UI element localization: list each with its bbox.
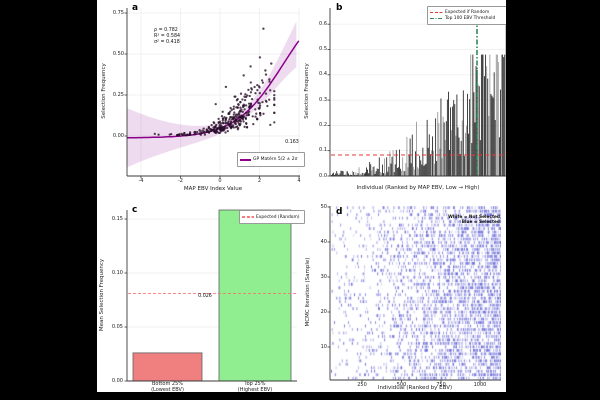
panel-c-legend: Expected (Random) <box>239 210 305 224</box>
tick-label: 0.0 <box>319 172 327 179</box>
panel-b-xlabel: Individual (Ranked by MAP EBV, Low → Hig… <box>356 185 480 191</box>
panel-c-letter: c <box>132 205 138 215</box>
panel-d-letter: d <box>336 207 343 217</box>
tick-label: 0.3 <box>319 96 327 103</box>
category-bottom25-line1: Bottom 25% <box>151 381 184 387</box>
panel-d-ylabel: MCMC Iteration (Sample) <box>305 257 311 327</box>
panel-b-legend: Expected if Random Top 100 EBV Threshold <box>427 6 506 25</box>
gp-line-swatch <box>240 158 251 161</box>
tick-label: 0.25 <box>112 91 124 98</box>
tick-label: 0.50 <box>112 50 124 57</box>
tick-label: 250 <box>357 382 367 388</box>
expected-random-pink-swatch <box>242 216 254 218</box>
tick-label: 0.00 <box>111 377 123 384</box>
panel-a-legend: GP Matérn 5/2 ± 2σ <box>237 152 305 167</box>
tick-label: 4 <box>297 178 301 184</box>
panel-c-ylabel: Mean Selection Frequency <box>99 258 105 332</box>
key-not-selected: White = Not Selected <box>448 215 500 220</box>
heatmap-canvas <box>331 206 501 380</box>
tick-label: 0.05 <box>111 323 123 330</box>
expected-random-line-swatch <box>430 11 443 13</box>
expected-random-c-label: Expected (Random) <box>256 214 300 220</box>
tick-label: 0.75 <box>112 9 124 16</box>
tick-label: 0 <box>218 178 222 184</box>
category-bottom25-line2: (Lowest EBV) <box>151 386 184 392</box>
top100-threshold-line-swatch <box>430 18 443 20</box>
gp-legend-label: GP Matérn 5/2 ± 2σ <box>253 157 298 162</box>
tick-label: 0.6 <box>319 20 327 27</box>
category-bottom25: Bottom 25% (Lowest EBV) <box>137 381 198 392</box>
tick-label: 500 <box>396 382 407 388</box>
tick-label: 0.10 <box>111 269 123 276</box>
top100-threshold-label: Top 100 EBV Threshold <box>445 16 496 22</box>
gp-fit-stats: ρ = 0.782 R² = 0.584 σ² = 0.418 <box>154 28 224 45</box>
plots-canvas <box>124 8 506 383</box>
tick-label: 0.00 <box>112 132 124 139</box>
tick-label: 0.1 <box>319 147 327 154</box>
figure-area: a b c d Selection Frequency Selection Fr… <box>97 0 506 392</box>
key-selected: Blue = Selected <box>461 220 500 225</box>
tick-label: 40 <box>320 238 327 245</box>
tick-label: -2 <box>178 178 183 184</box>
tick-label: 1000 <box>473 382 487 388</box>
panel-c-value-annotation: 0.026 <box>198 294 212 299</box>
category-top25: Top 25% (Highest EBV) <box>224 381 286 392</box>
panel-b-letter: b <box>336 3 343 13</box>
tick-label: 10 <box>320 343 327 350</box>
tick-label: 2 <box>257 178 262 184</box>
panel-b-ylabel: Selection Frequency <box>304 63 310 119</box>
category-top25-line2: (Highest EBV) <box>237 386 273 392</box>
panel-a-letter: a <box>132 3 139 13</box>
tick-label: -4 <box>138 178 144 184</box>
panel-a-ylabel: Selection Frequency <box>101 63 107 119</box>
stat-rho: ρ = 0.782 <box>154 28 178 33</box>
panel-d-color-key: White = Not Selected Blue = Selected <box>400 215 500 225</box>
panel-a-xlabel: MAP EBV Index Value <box>183 186 243 192</box>
stat-r2: R² = 0.584 <box>154 33 181 39</box>
stat-sigma2: σ² = 0.418 <box>154 39 180 45</box>
tick-label: 50 <box>320 203 327 210</box>
tick-label: 30 <box>320 273 327 280</box>
expected-random-label: Expected if Random <box>445 9 490 15</box>
tick-label: 0.4 <box>319 71 327 78</box>
panel-d-xlabel: Individual (Ranked by EBV) <box>377 385 453 391</box>
tick-label: 750 <box>436 382 446 388</box>
tick-label: 20 <box>320 308 327 315</box>
tick-label: 0.2 <box>319 121 327 128</box>
panel-a-value-annotation: 0.163 <box>285 140 299 145</box>
tick-label: 0.5 <box>319 46 327 52</box>
category-top25-line1: Top 25% <box>244 381 266 387</box>
tick-label: 0.15 <box>111 215 123 222</box>
